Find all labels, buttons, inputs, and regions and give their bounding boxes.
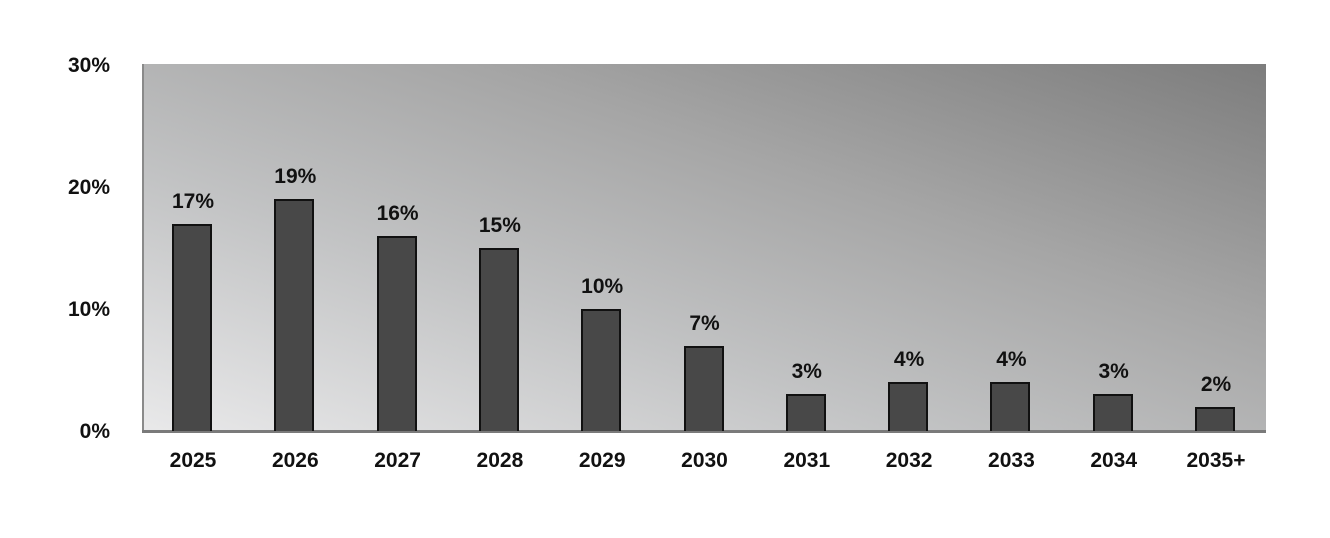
bar-2035+ — [1195, 406, 1235, 431]
bar-2027 — [376, 235, 417, 431]
bar-value-label: 19% — [274, 165, 317, 189]
x-tick-label: 2030 — [681, 449, 728, 472]
bar-2031 — [785, 394, 826, 431]
bar-2033 — [990, 382, 1031, 431]
bar-2034 — [1092, 394, 1133, 431]
x-axis-line — [142, 430, 1266, 433]
bar-2026 — [274, 199, 315, 431]
y-tick-0: 0% — [79, 420, 110, 443]
x-tick-label: 2033 — [988, 449, 1035, 472]
x-tick-label: 2027 — [374, 449, 421, 472]
bar-value-label: 4% — [996, 348, 1027, 372]
x-tick-label: 2026 — [271, 449, 319, 472]
bar-value-label: 17% — [171, 189, 215, 213]
x-tick-label: 2029 — [578, 449, 626, 472]
x-tick-label: 2032 — [885, 449, 933, 472]
x-tick-label: 2028 — [476, 449, 524, 472]
bar-2025 — [172, 223, 212, 431]
bar-value-label: 15% — [478, 214, 521, 237]
bar-2032 — [888, 382, 929, 431]
bar-value-label: 16% — [376, 201, 419, 225]
bar-value-label: 10% — [581, 275, 624, 298]
x-tick-label: 2035+ — [1186, 449, 1246, 472]
bar-2030 — [683, 345, 724, 431]
bar-value-label: 3% — [1098, 360, 1129, 384]
y-tick-20: 20% — [67, 176, 110, 199]
bar-2028 — [478, 248, 519, 431]
bar-value-label: 7% — [689, 311, 720, 335]
bar-value-label: 4% — [893, 348, 925, 372]
x-tick-label: 2031 — [783, 449, 831, 472]
y-tick-30: 30% — [67, 54, 110, 77]
bar-2029 — [581, 309, 622, 431]
y-tick-10: 10% — [67, 298, 110, 321]
x-tick-label: 2025 — [169, 449, 217, 472]
x-tick-label: 2034 — [1090, 449, 1138, 472]
bar-value-label: 2% — [1200, 372, 1232, 396]
bar-value-label: 3% — [791, 360, 822, 384]
